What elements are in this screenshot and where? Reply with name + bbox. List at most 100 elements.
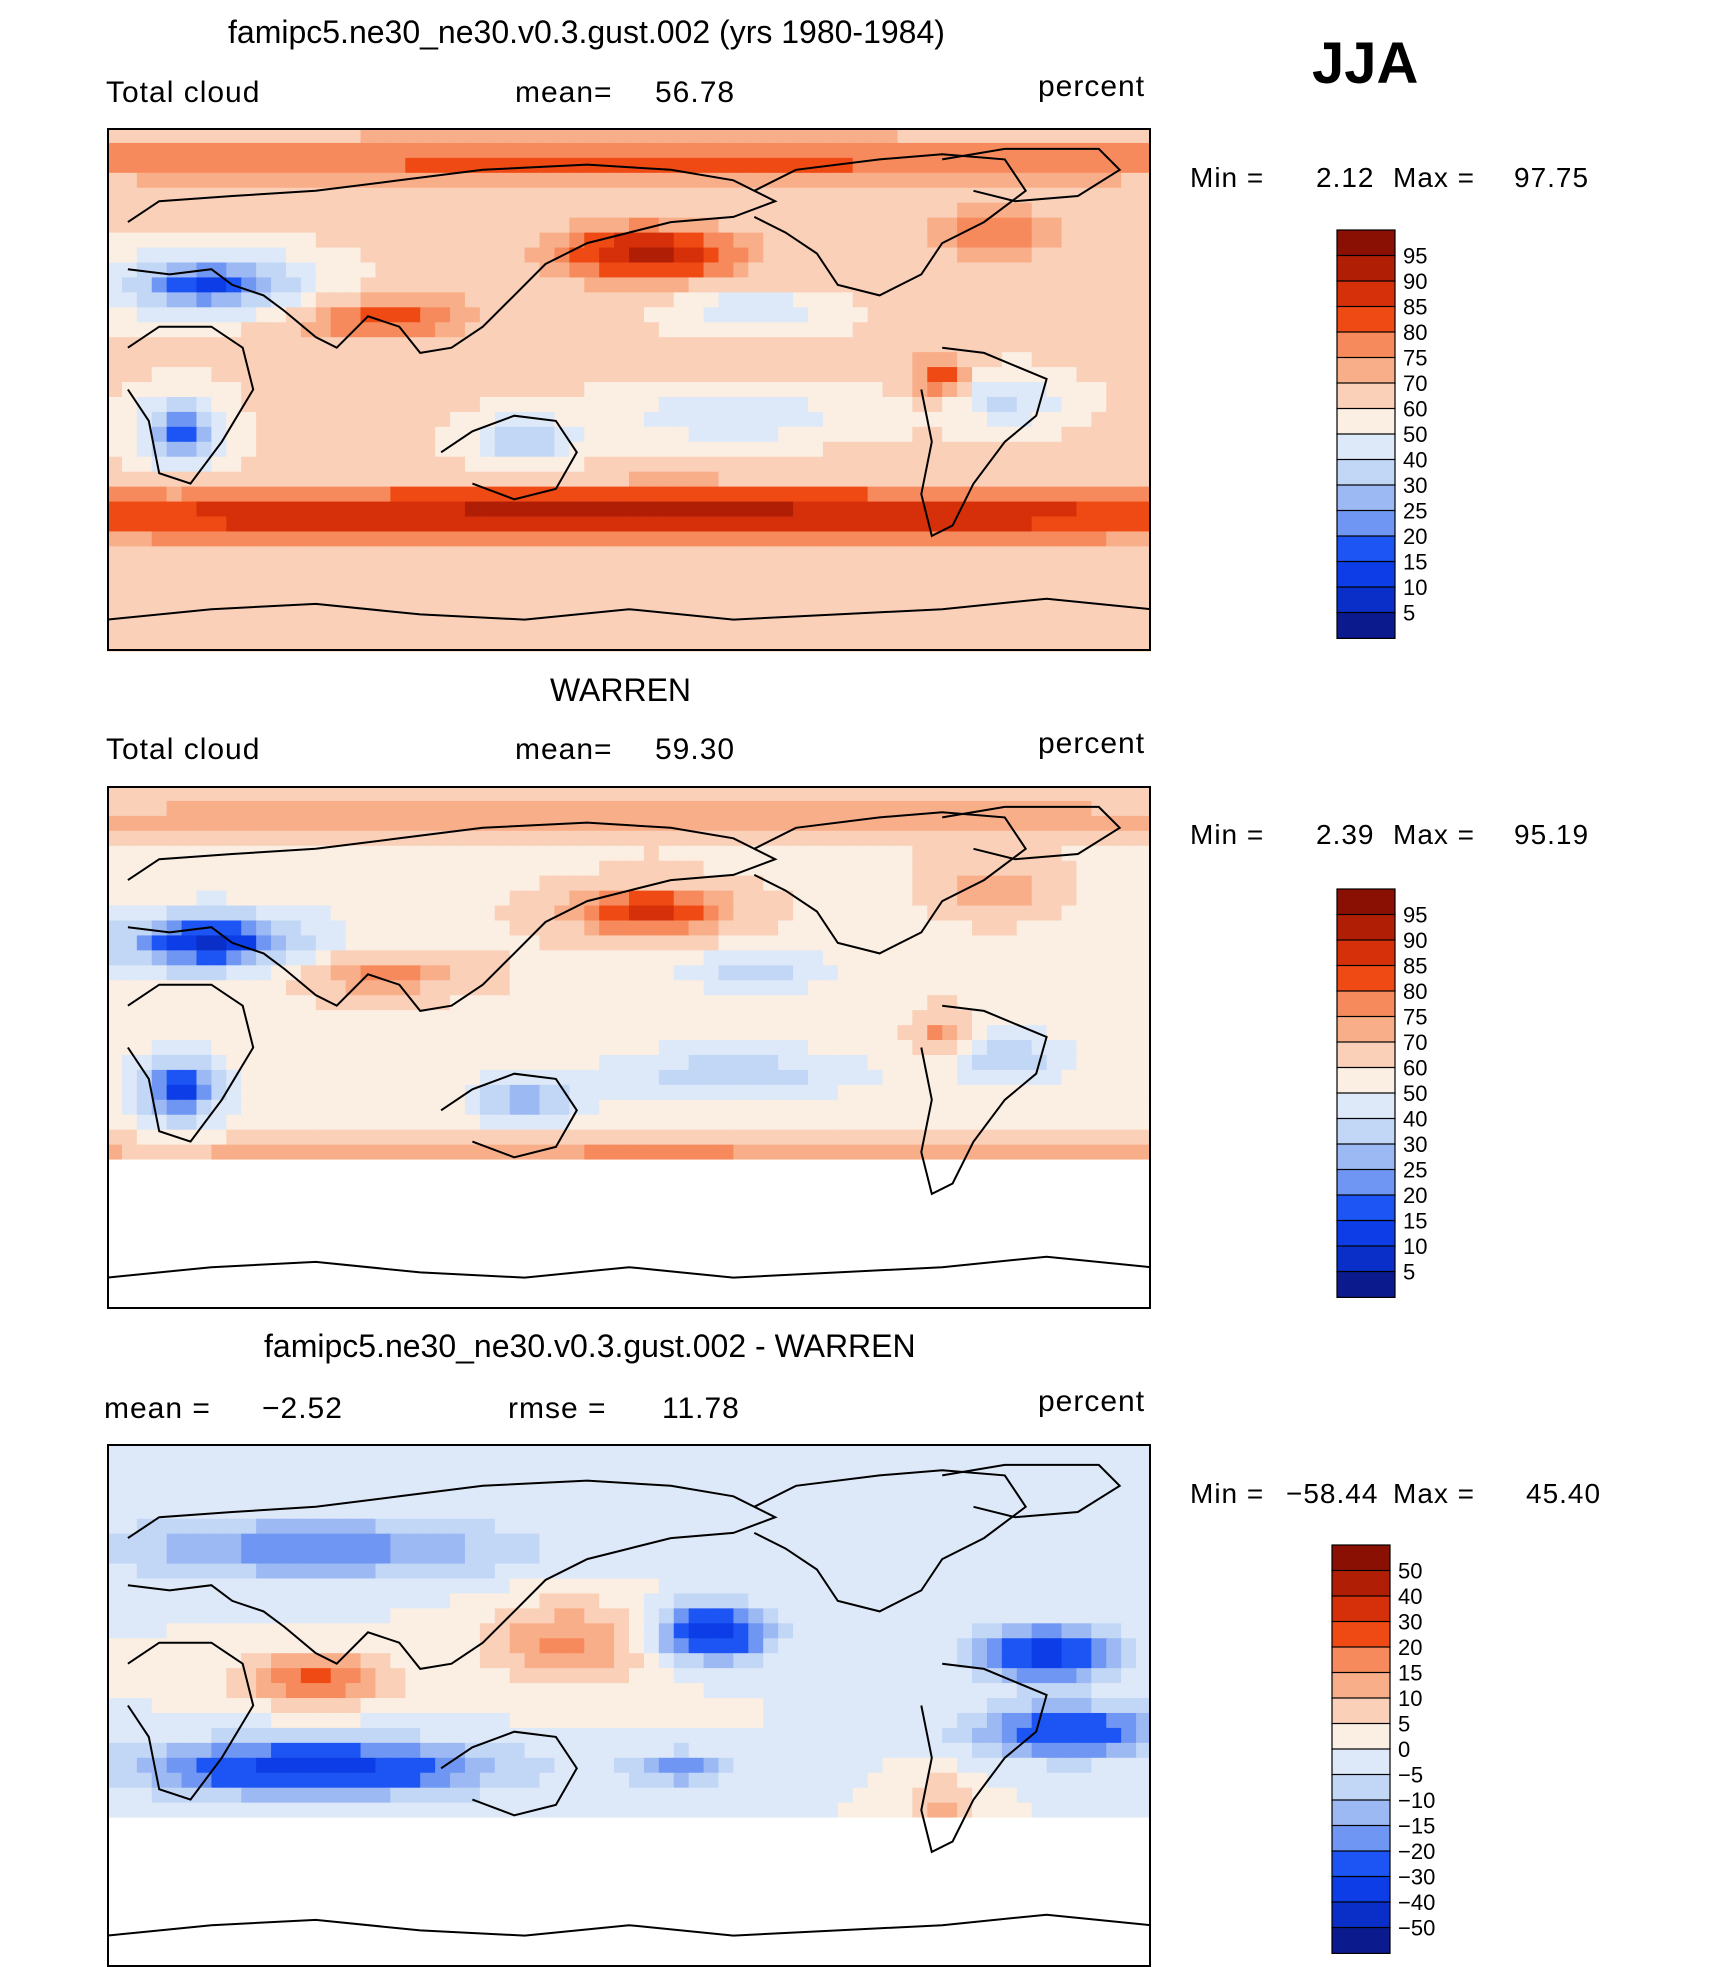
panel1-map-cell	[837, 471, 854, 488]
panel2-map-cell	[599, 1294, 615, 1309]
panel1-map-cell	[927, 352, 943, 368]
panel2-map-cell	[181, 890, 198, 907]
panel1-map-cell	[390, 217, 406, 234]
panel2-map-cell	[733, 1054, 749, 1071]
panel2-map-cell	[599, 950, 615, 966]
panel2-map-cell	[733, 1264, 749, 1280]
panel1-map-cell	[136, 307, 153, 323]
panel2-map-cell	[479, 995, 496, 1011]
panel2-map-cell	[1016, 965, 1033, 981]
panel1-map-cell	[643, 292, 660, 308]
panel2-map-cell	[897, 815, 913, 832]
panel2-map-cell	[107, 965, 123, 981]
panel2-map-cell	[1061, 965, 1078, 981]
panel2-map-cell	[1136, 1010, 1151, 1026]
panel2-map-cell	[1016, 800, 1033, 817]
panel1-map-cell	[718, 441, 734, 458]
panel2-map-cell	[897, 965, 913, 981]
panel1-map-cell	[897, 172, 913, 189]
panel1-map-cell	[942, 307, 958, 323]
panel2-map-cell	[166, 815, 183, 832]
panel2-map-cell	[882, 860, 899, 877]
panel1-map-cell	[315, 367, 332, 383]
panel1-map-cell	[479, 441, 496, 458]
panel1-map-cell	[1076, 277, 1092, 293]
panel2-map-cell	[852, 995, 869, 1011]
panel2-map-cell	[778, 875, 794, 892]
panel1-map-cell	[464, 516, 481, 533]
panel1-map-cell	[897, 187, 913, 204]
panel2-map-cell	[882, 1084, 899, 1101]
panel1-map-cell	[1091, 262, 1107, 279]
panel1-map-cell	[822, 426, 839, 443]
panel2-map-cell	[957, 920, 973, 937]
panel1-map-cell	[599, 217, 615, 234]
panel2-map-cell	[151, 950, 168, 966]
panel1-map-cell	[226, 172, 242, 189]
panel1-map-cell	[986, 606, 1003, 622]
panel2-map-cell	[778, 1129, 794, 1146]
panel2-map-cell	[852, 1040, 869, 1056]
panel2-map-cell	[927, 1249, 943, 1265]
panel2-map-cell	[285, 1264, 302, 1280]
panel2-map-cell	[226, 1099, 242, 1116]
panel2-map-cell	[151, 1084, 168, 1101]
panel2-map-cell	[867, 995, 884, 1011]
panel2-map-cell	[1091, 1159, 1107, 1176]
panel1-max-value: 97.75	[1514, 162, 1590, 193]
panel2-map-cell	[1031, 1264, 1048, 1280]
panel1-map-cell	[569, 456, 585, 473]
panel1-map-cell	[1061, 621, 1078, 637]
panel2-map-cell	[375, 950, 391, 966]
panel1-map-cell	[285, 471, 302, 488]
panel1-map-cell	[166, 426, 183, 443]
panel1-map-cell	[942, 636, 958, 652]
panel2-map-cell	[151, 1294, 168, 1309]
panel1-map-cell	[136, 471, 153, 488]
panel2-map-cell	[882, 875, 899, 892]
panel2-map-cell	[450, 905, 466, 922]
panel1-map-cell	[852, 471, 869, 488]
panel2-map-cell	[629, 905, 645, 922]
panel2-map-cell	[986, 1234, 1003, 1250]
panel1-map-cell	[703, 217, 720, 234]
panel1-map-cell	[957, 576, 973, 592]
panel2-map-cell	[390, 1099, 406, 1116]
panel2-map-cell	[151, 905, 168, 922]
panel1-map-cell	[852, 591, 869, 607]
panel1-map-cell	[285, 157, 302, 174]
panel1-map-cell	[1091, 636, 1107, 652]
panel1-map-cell	[629, 322, 645, 338]
panel2-map-cell	[807, 1234, 824, 1250]
panel2-map-cell	[196, 1144, 212, 1161]
panel1-map-cell	[733, 337, 749, 353]
panel2-map-cell	[211, 1204, 227, 1220]
panel1-map-cell	[315, 531, 332, 547]
panel1-map-cell	[539, 142, 556, 159]
panel1-min-value: 2.12	[1316, 162, 1375, 193]
panel1-map-cell	[196, 636, 212, 652]
panel1-map-cell	[375, 352, 391, 368]
panel2-map-cell	[151, 890, 168, 907]
panel2-map-cell	[673, 1144, 690, 1161]
panel2-map-cell	[599, 1084, 615, 1101]
panel2-map-cell	[837, 860, 854, 877]
panel1-map-cell	[643, 172, 660, 189]
panel2-map-cell	[688, 920, 705, 937]
panel2-map-cell	[1091, 1279, 1107, 1295]
panel2-map-cell	[957, 935, 973, 951]
panel1-map-cell	[1121, 352, 1137, 368]
panel1-map-cell	[1001, 382, 1018, 398]
panel1-map-cell	[375, 337, 391, 353]
panel1-map-cell	[584, 337, 600, 353]
panel2-map-cell	[1136, 1144, 1151, 1161]
panel1-map-cell	[1076, 576, 1092, 592]
panel1-map-cell	[271, 546, 287, 562]
panel1-map-cell	[837, 292, 854, 308]
panel1-map-cell	[1046, 322, 1063, 338]
panel2-colorbar-box	[1336, 939, 1396, 967]
panel2-map-cell	[509, 1099, 526, 1116]
panel1-map-cell	[912, 531, 928, 547]
panel2-map-cell	[420, 1279, 436, 1295]
panel1-map-cell	[285, 187, 302, 204]
